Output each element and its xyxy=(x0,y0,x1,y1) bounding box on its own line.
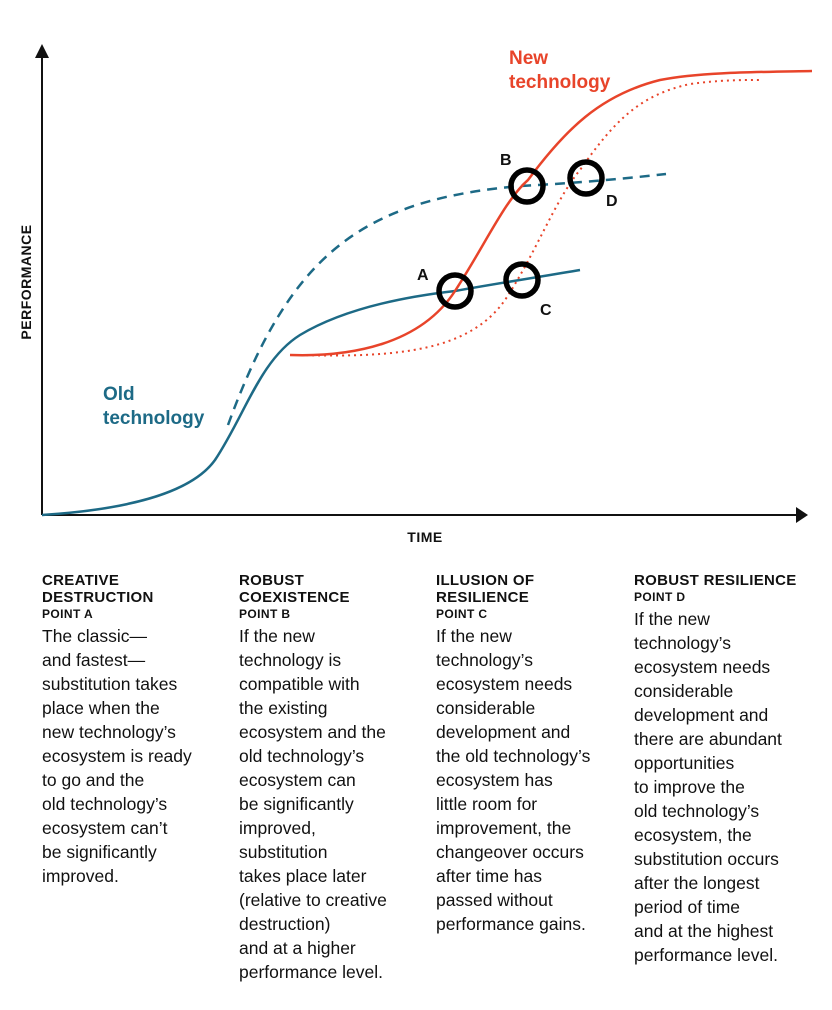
technology-substitution-diagram: PERFORMANCE TIME A B C D Old technology … xyxy=(18,44,813,545)
new-technology-label-line1: New xyxy=(509,48,548,69)
point-a-marker xyxy=(436,272,474,310)
point-a-label: A xyxy=(417,267,429,284)
column-illusion-of-resilience: ILLUSION OF RESILIENCE POINT C If the ne… xyxy=(436,572,616,936)
column-robust-coexistence: ROBUST COEXISTENCE POINT B If the new te… xyxy=(239,572,419,984)
column-creative-destruction: CREATIVE DESTRUCTION POINT A The classic… xyxy=(42,572,222,888)
point-b-marker xyxy=(508,167,546,205)
old-technology-label-line1: Old xyxy=(103,384,135,405)
column-robust-resilience: ROBUST RESILIENCE POINT D If the new tec… xyxy=(634,572,814,967)
column-text: If the new technology’s ecosystem needs … xyxy=(436,626,591,934)
new-technology-curve xyxy=(289,69,813,357)
column-heading: ROBUST RESILIENCE xyxy=(634,572,797,589)
column-point: POINT C xyxy=(436,607,488,621)
old-technology-label-line2: technology xyxy=(103,408,205,429)
y-axis-label: PERFORMANCE xyxy=(18,224,34,339)
column-text: If the new technology is compatible with… xyxy=(239,626,387,982)
column-point: POINT D xyxy=(634,590,686,604)
old-technology-curve xyxy=(41,268,581,517)
column-heading: ROBUST COEXISTENCE xyxy=(239,572,350,606)
new-technology-label-line2: technology xyxy=(509,72,611,93)
x-axis-arrow xyxy=(796,507,808,523)
point-d-label: D xyxy=(606,193,618,210)
column-text: If the new technology’s ecosystem needs … xyxy=(634,609,782,965)
point-b-label: B xyxy=(500,152,512,169)
new-technology-delayed-curve xyxy=(299,79,761,357)
point-d-marker xyxy=(567,159,605,197)
column-heading: CREATIVE DESTRUCTION xyxy=(42,572,154,606)
old-technology-improved-curve xyxy=(226,172,667,426)
column-text: The classic— and fastest— substitution t… xyxy=(42,626,192,886)
column-point: POINT A xyxy=(42,607,94,621)
column-heading: ILLUSION OF RESILIENCE xyxy=(436,572,535,606)
y-axis-arrow xyxy=(35,44,49,58)
column-point: POINT B xyxy=(239,607,291,621)
point-c-label: C xyxy=(540,302,552,319)
point-c-marker xyxy=(503,261,541,299)
x-axis-label: TIME xyxy=(407,529,442,545)
